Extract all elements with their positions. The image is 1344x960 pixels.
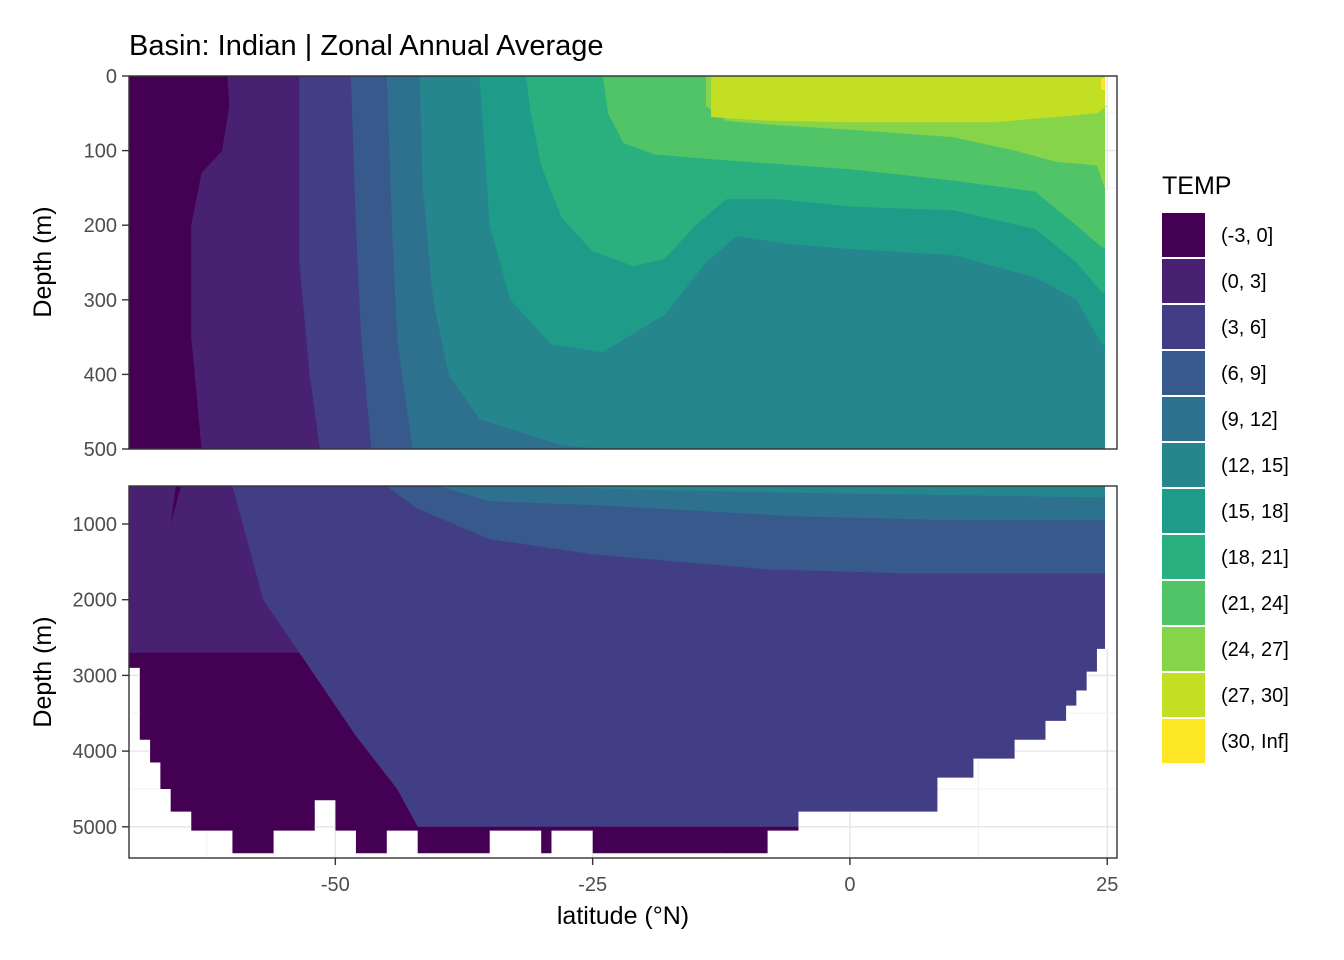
y-tick-label: 400 bbox=[84, 364, 117, 386]
temp-band-10 bbox=[710, 76, 1108, 449]
legend-swatch bbox=[1162, 489, 1205, 533]
x-tick-label: -25 bbox=[578, 874, 607, 896]
legend-swatch bbox=[1162, 673, 1205, 717]
legend: TEMP (-3, 0] (0, 3] (3, 6] (6, 9] (9, 12] (12… bbox=[1162, 172, 1289, 763]
temp-band-southern-edge bbox=[129, 486, 176, 653]
x-tick-label: -50 bbox=[321, 874, 350, 896]
lower-contours bbox=[129, 486, 1108, 858]
lower-panel: 1000 2000 3000 4000 5000 -50 -25 0 25 bbox=[73, 485, 1118, 896]
y-tick-label: 2000 bbox=[73, 590, 118, 612]
legend-label: (6, 9] bbox=[1221, 363, 1267, 385]
temp-band-8 bbox=[602, 76, 1105, 449]
y-tick-label: 3000 bbox=[73, 665, 118, 687]
legend-label: (-3, 0] bbox=[1221, 225, 1273, 247]
upper-panel: 0 100 200 300 400 500 bbox=[84, 66, 1118, 461]
upper-panel-border bbox=[128, 75, 1118, 450]
seafloor-mask bbox=[129, 486, 1117, 858]
x-tick-label: 0 bbox=[844, 874, 855, 896]
legend-label: (12, 15] bbox=[1221, 455, 1289, 477]
y-tick-label: 500 bbox=[84, 439, 117, 461]
legend-swatch bbox=[1162, 627, 1205, 671]
legend-label: (21, 24] bbox=[1221, 593, 1289, 615]
legend-swatch bbox=[1162, 719, 1205, 763]
legend-swatch bbox=[1162, 581, 1205, 625]
x-ticks: -50 -25 0 25 bbox=[321, 858, 1118, 896]
y-tick-label: 300 bbox=[84, 290, 117, 312]
legend-swatch bbox=[1162, 397, 1205, 441]
legend-swatch bbox=[1162, 351, 1205, 395]
y-tick-label: 4000 bbox=[73, 741, 118, 763]
y-tick-label: 1000 bbox=[73, 514, 118, 536]
upper-contours bbox=[129, 76, 1117, 449]
temp-band-30-inf bbox=[1101, 78, 1105, 90]
legend-swatch bbox=[1162, 535, 1205, 579]
legend-swatch bbox=[1162, 259, 1205, 303]
y-tick-label: 200 bbox=[84, 215, 117, 237]
legend-label: (30, Inf] bbox=[1221, 731, 1289, 753]
y-axis-label-upper: Depth (m) bbox=[29, 206, 57, 317]
no-data-strip-deep bbox=[1105, 486, 1117, 858]
legend-title: TEMP bbox=[1162, 172, 1231, 200]
legend-swatch bbox=[1162, 443, 1205, 487]
legend-label: (3, 6] bbox=[1221, 317, 1267, 339]
x-axis-label: latitude (°N) bbox=[557, 902, 689, 930]
y-tick-label: 5000 bbox=[73, 817, 118, 839]
x-tick-label: 25 bbox=[1096, 874, 1118, 896]
no-data-strip bbox=[1105, 190, 1117, 449]
legend-label: (18, 21] bbox=[1221, 547, 1289, 569]
chart-title: Basin: Indian | Zonal Annual Average bbox=[129, 30, 604, 62]
legend-label: (15, 18] bbox=[1221, 501, 1289, 523]
temp-band-3 bbox=[386, 486, 1108, 858]
legend-swatch bbox=[1162, 305, 1205, 349]
legend-label: (0, 3] bbox=[1221, 271, 1267, 293]
y-tick-label: 0 bbox=[106, 66, 117, 88]
legend-swatch bbox=[1162, 213, 1205, 257]
upper-y-ticks: 0 100 200 300 400 500 bbox=[84, 66, 129, 461]
legend-label: (9, 12] bbox=[1221, 409, 1278, 431]
seafloor bbox=[129, 648, 1117, 858]
y-tick-label: 100 bbox=[84, 141, 117, 163]
lower-panel-border bbox=[128, 485, 1118, 859]
lower-y-ticks: 1000 2000 3000 4000 5000 bbox=[73, 514, 129, 839]
temp-band-2 bbox=[232, 486, 1106, 858]
legend-label: (27, 30] bbox=[1221, 685, 1289, 707]
legend-label: (24, 27] bbox=[1221, 639, 1289, 661]
y-axis-label-lower: Depth (m) bbox=[29, 616, 57, 727]
